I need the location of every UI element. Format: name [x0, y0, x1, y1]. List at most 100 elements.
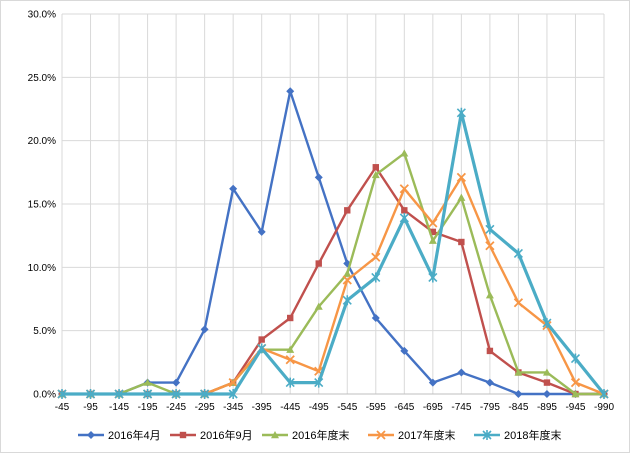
x-tick-label: -395	[252, 402, 272, 413]
data-point-marker	[229, 184, 238, 193]
data-point-marker	[258, 336, 265, 343]
data-point-marker	[200, 389, 210, 399]
data-point-marker	[542, 368, 551, 376]
data-point-marker	[399, 184, 409, 194]
data-point-marker	[143, 378, 152, 386]
data-point-marker	[343, 269, 352, 277]
data-point-marker	[428, 378, 437, 387]
data-point-marker	[399, 212, 409, 223]
data-point-marker	[200, 325, 209, 334]
data-point-marker	[371, 272, 381, 283]
data-point-marker	[114, 389, 124, 399]
data-point-marker	[314, 377, 324, 388]
data-point-marker	[485, 291, 494, 299]
data-point-marker	[57, 389, 67, 399]
data-point-marker	[514, 390, 523, 398]
data-point-marker	[372, 164, 379, 171]
legend-label: 2016年度末	[292, 428, 349, 442]
data-point-marker	[228, 377, 238, 388]
x-tick-label: -695	[423, 402, 443, 413]
data-point-marker	[570, 353, 581, 364]
x-tick-label: -990	[594, 402, 614, 413]
x-tick-label: -245	[166, 402, 186, 413]
data-point-marker	[271, 431, 279, 439]
data-point-marker	[376, 430, 386, 440]
x-tick-label: -45	[55, 402, 70, 413]
data-point-marker	[371, 170, 380, 179]
series-group	[58, 164, 608, 398]
legend-label: 2017年度末	[398, 428, 455, 442]
y-tick-label: 20.0%	[28, 136, 56, 147]
data-point-marker	[257, 343, 267, 354]
data-point-marker	[513, 248, 523, 259]
x-tick-label: -345	[223, 402, 243, 413]
data-point-marker	[482, 430, 492, 440]
x-tick-label: -295	[195, 402, 215, 413]
data-point-marker	[400, 149, 409, 157]
data-point-marker	[485, 378, 494, 387]
data-point-marker	[456, 107, 466, 118]
legend-item: 2018年度末	[474, 428, 561, 442]
x-tick-label: -745	[451, 402, 471, 413]
legend-item: 2016年4月	[78, 428, 161, 442]
x-tick-label: -145	[109, 402, 129, 413]
x-tick-label: -445	[280, 402, 300, 413]
x-tick-label: -495	[309, 402, 329, 413]
legend-label: 2016年9月	[200, 428, 253, 442]
data-point-marker	[87, 431, 95, 439]
legend: 2016年4月 2016年9月 2016年度末 2017年度末 2018年度末	[78, 428, 561, 442]
data-point-marker	[371, 252, 381, 262]
data-point-marker	[457, 368, 466, 377]
y-tick-label: 10.0%	[28, 263, 56, 274]
data-point-marker	[457, 193, 466, 201]
legend-item: 2016年9月	[170, 428, 253, 442]
data-point-marker	[570, 377, 581, 388]
data-point-marker	[171, 389, 181, 399]
x-tick-label: -595	[366, 402, 386, 413]
legend-label: 2016年4月	[108, 428, 161, 442]
legend-label: 2018年度末	[504, 428, 561, 442]
data-point-marker	[314, 302, 323, 310]
data-point-marker	[287, 314, 294, 322]
data-point-marker	[401, 207, 408, 214]
data-point-marker	[371, 314, 380, 322]
data-point-marker	[543, 379, 551, 386]
data-point-marker	[228, 389, 238, 399]
y-tick-label: 0.0%	[33, 390, 56, 401]
x-tick-label: -945	[565, 402, 585, 413]
data-point-marker	[542, 318, 552, 329]
legend-item: 2016年度末	[262, 428, 349, 442]
data-point-marker	[486, 347, 494, 355]
y-tick-label: 30.0%	[28, 10, 56, 21]
data-point-marker	[428, 272, 438, 283]
data-point-marker	[85, 389, 96, 399]
data-point-marker	[513, 298, 524, 308]
data-point-marker	[458, 238, 465, 246]
data-point-marker	[342, 275, 352, 285]
data-point-marker	[172, 378, 181, 387]
x-tick-label: -895	[537, 402, 557, 413]
data-point-marker	[485, 241, 495, 251]
series-lines	[57, 87, 609, 399]
x-tick-label: -95	[83, 402, 98, 413]
data-point-marker	[428, 218, 438, 228]
data-point-marker	[285, 377, 295, 388]
series-group	[58, 87, 608, 398]
data-point-marker	[257, 227, 266, 236]
data-point-marker	[599, 389, 609, 399]
y-tick-label: 5.0%	[33, 326, 56, 337]
data-point-marker	[571, 390, 580, 398]
data-point-marker	[286, 345, 295, 353]
data-point-marker	[428, 236, 437, 244]
data-point-marker	[314, 173, 323, 182]
x-tick-label: -645	[394, 402, 414, 413]
legend-item: 2017年度末	[368, 428, 455, 442]
x-tick-label: -795	[480, 402, 500, 413]
series-line	[62, 111, 606, 396]
data-point-marker	[179, 431, 187, 439]
x-tick-label: -845	[508, 402, 528, 413]
data-point-marker	[456, 172, 467, 183]
data-point-marker	[344, 207, 351, 214]
series-line	[62, 90, 604, 396]
